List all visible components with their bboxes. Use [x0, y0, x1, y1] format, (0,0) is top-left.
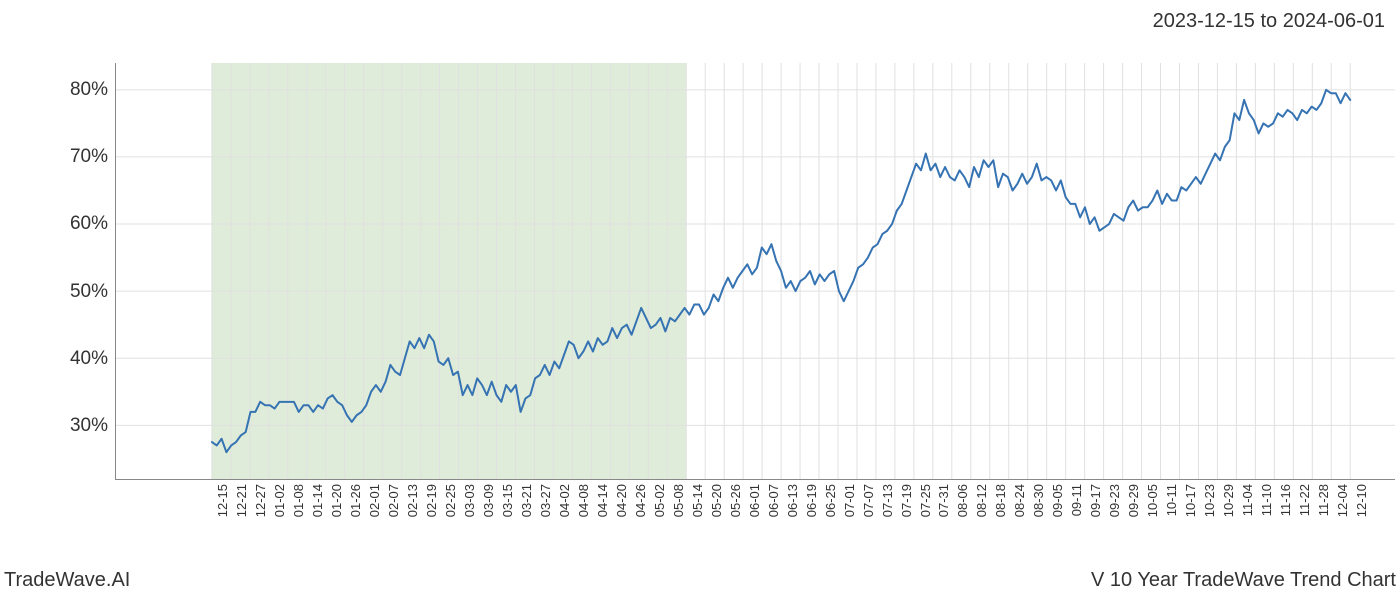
- xtick-label: 06-13: [785, 484, 800, 517]
- xtick-label: 12-21: [234, 484, 249, 517]
- xtick-label: 11-10: [1259, 484, 1274, 516]
- xtick-label: 06-19: [804, 484, 819, 517]
- xtick-label: 05-20: [709, 484, 724, 517]
- trend-chart: [115, 63, 1395, 480]
- xtick-label: 07-19: [899, 484, 914, 517]
- ytick-label: 50%: [70, 281, 108, 303]
- xtick-label: 10-23: [1202, 484, 1217, 517]
- xtick-label: 09-17: [1088, 484, 1103, 517]
- xtick-label: 09-05: [1050, 484, 1065, 517]
- xtick-label: 12-04: [1335, 484, 1350, 517]
- ytick-label: 80%: [70, 79, 108, 101]
- xtick-label: 08-06: [955, 484, 970, 517]
- xtick-label: 04-02: [557, 484, 572, 517]
- xtick-label: 05-14: [690, 484, 705, 517]
- chart-svg: [116, 63, 1395, 479]
- ytick-label: 70%: [70, 146, 108, 168]
- xtick-label: 06-25: [823, 484, 838, 517]
- ytick-label: 30%: [70, 415, 108, 437]
- xtick-label: 02-07: [386, 484, 401, 517]
- xtick-label: 02-01: [367, 484, 382, 517]
- xtick-label: 05-08: [671, 484, 686, 517]
- xtick-label: 03-21: [519, 484, 534, 517]
- xtick-label: 08-18: [993, 484, 1008, 517]
- xtick-label: 04-20: [614, 484, 629, 517]
- xtick-label: 01-26: [348, 484, 363, 517]
- xtick-label: 08-12: [974, 484, 989, 517]
- xtick-label: 01-20: [329, 484, 344, 517]
- xtick-label: 07-13: [880, 484, 895, 517]
- xtick-label: 11-28: [1316, 484, 1331, 516]
- xtick-label: 10-17: [1183, 484, 1198, 517]
- xtick-label: 12-10: [1354, 484, 1369, 517]
- xtick-label: 09-11: [1069, 484, 1084, 516]
- xtick-label: 08-30: [1031, 484, 1046, 517]
- xtick-label: 04-26: [633, 484, 648, 517]
- xtick-label: 11-16: [1278, 484, 1293, 516]
- xtick-label: 04-08: [576, 484, 591, 517]
- xtick-label: 11-04: [1240, 484, 1255, 516]
- xtick-label: 05-26: [728, 484, 743, 517]
- xtick-label: 10-11: [1164, 484, 1179, 516]
- xtick-label: 01-14: [310, 484, 325, 517]
- xtick-label: 04-14: [595, 484, 610, 517]
- xtick-label: 05-02: [652, 484, 667, 517]
- xtick-label: 07-25: [918, 484, 933, 517]
- xtick-label: 07-31: [936, 484, 951, 517]
- xtick-label: 01-02: [272, 484, 287, 517]
- xtick-label: 10-29: [1221, 484, 1236, 517]
- xtick-label: 06-01: [747, 484, 762, 517]
- xtick-label: 12-15: [215, 484, 230, 517]
- ytick-label: 40%: [70, 348, 108, 370]
- xtick-label: 10-05: [1145, 484, 1160, 517]
- xtick-label: 01-08: [291, 484, 306, 517]
- xtick-label: 03-27: [538, 484, 553, 517]
- xtick-label: 12-27: [253, 484, 268, 517]
- xtick-label: 09-29: [1126, 484, 1141, 517]
- ytick-label: 60%: [70, 213, 108, 235]
- xtick-label: 09-23: [1107, 484, 1122, 517]
- xtick-label: 07-07: [861, 484, 876, 517]
- footer-brand: TradeWave.AI: [4, 569, 130, 592]
- xtick-label: 02-25: [443, 484, 458, 517]
- date-range-title: 2023-12-15 to 2024-06-01: [1153, 10, 1385, 33]
- xtick-label: 03-09: [481, 484, 496, 517]
- xtick-label: 02-13: [405, 484, 420, 517]
- xtick-label: 03-15: [500, 484, 515, 517]
- xtick-label: 07-01: [842, 484, 857, 517]
- xtick-label: 11-22: [1297, 484, 1312, 516]
- xtick-label: 02-19: [424, 484, 439, 517]
- xtick-label: 06-07: [766, 484, 781, 517]
- footer-caption: V 10 Year TradeWave Trend Chart: [1091, 569, 1396, 592]
- xtick-label: 08-24: [1012, 484, 1027, 517]
- xtick-label: 03-03: [462, 484, 477, 517]
